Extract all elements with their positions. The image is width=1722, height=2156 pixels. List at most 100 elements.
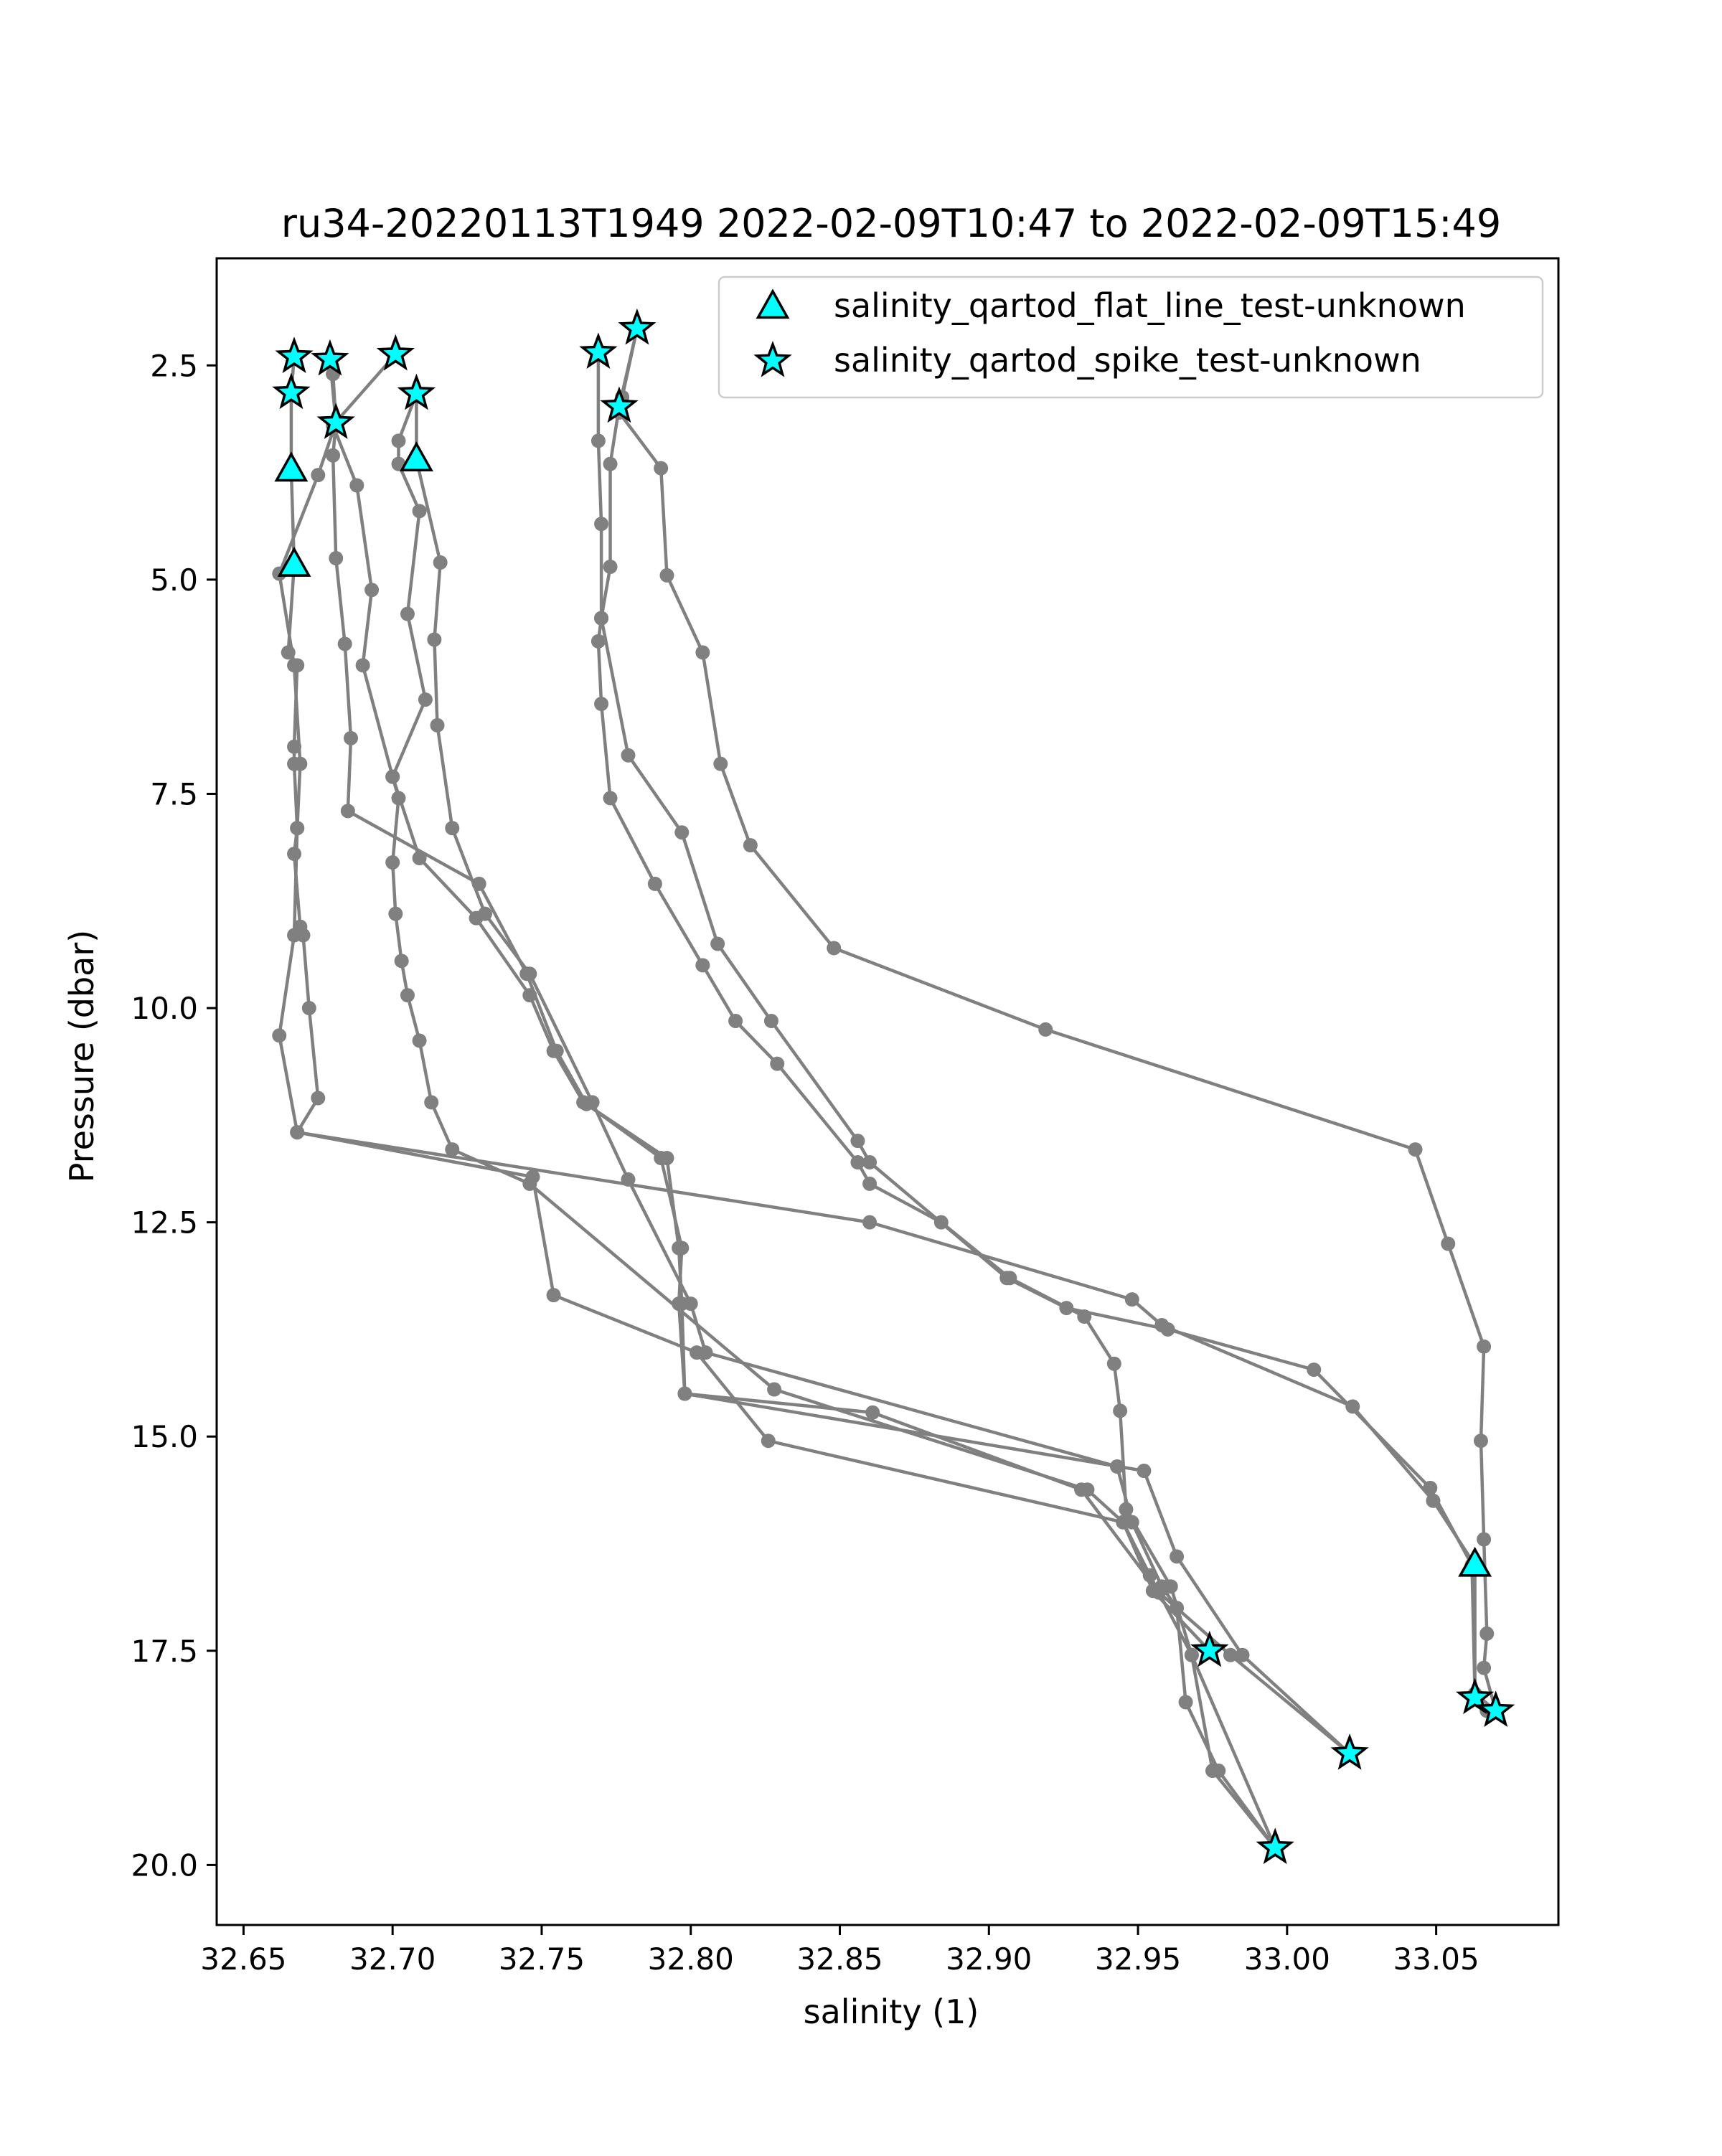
data-point <box>1178 1695 1193 1710</box>
data-point <box>1080 1482 1095 1497</box>
data-point <box>1137 1463 1152 1478</box>
data-point <box>603 559 618 574</box>
x-tick-label: 32.85 <box>796 1941 883 1977</box>
legend: salinity_qartod_flat_line_test-unknown s… <box>718 276 1544 399</box>
flat-line-flags <box>274 441 1492 1577</box>
series-line <box>617 326 1497 1713</box>
y-tick-label: 5.0 <box>150 562 198 598</box>
x-tick-label: 32.80 <box>648 1941 734 1977</box>
x-tick-label: 32.65 <box>200 1941 286 1977</box>
data-point <box>522 1176 537 1191</box>
flat-line-flag-marker <box>274 451 309 482</box>
data-point <box>659 568 674 583</box>
data-point <box>1170 1549 1185 1564</box>
data-point <box>585 1095 600 1110</box>
x-tick-label: 33.05 <box>1393 1941 1479 1977</box>
spike-flag-marker <box>272 372 311 410</box>
data-point <box>603 456 618 471</box>
data-point <box>412 504 427 519</box>
y-tick-label: 7.5 <box>150 776 198 811</box>
series-line <box>390 392 1277 1850</box>
data-point <box>290 821 305 836</box>
spike-flag-marker <box>275 336 314 374</box>
data-point <box>388 906 403 921</box>
data-point <box>743 838 758 853</box>
data-point <box>672 1241 687 1256</box>
data-point <box>344 730 358 745</box>
legend-star-marker <box>753 341 792 377</box>
x-tick-label: 32.75 <box>499 1941 585 1977</box>
data-point <box>478 906 492 921</box>
data-point <box>424 1095 439 1110</box>
data-point <box>385 855 400 870</box>
spike-flag-marker <box>600 386 639 423</box>
spike-flag-marker <box>316 403 355 439</box>
data-point <box>445 1142 460 1157</box>
y-axis-ticks: 2.5 5.0 7.5 10.0 12.5 15.0 17.5 20.0 <box>131 348 217 1883</box>
data-point <box>654 461 669 476</box>
chart-title: ru34-20220113T1949 2022-02-09T10:47 to 2… <box>281 201 1501 246</box>
y-axis-label: Pressure (dbar) <box>62 930 101 1182</box>
legend-entry-spike: salinity_qartod_spike_test-unknown <box>834 341 1421 380</box>
data-point <box>427 632 442 647</box>
data-point <box>1184 1647 1199 1662</box>
data-point <box>337 636 352 651</box>
spike-flag-marker <box>1456 1677 1495 1715</box>
data-point <box>522 966 537 982</box>
data-point <box>621 748 636 763</box>
data-point <box>695 645 710 660</box>
data-point <box>850 1134 865 1149</box>
data-point <box>621 1172 636 1187</box>
data-point <box>290 1125 305 1140</box>
spike-flag-marker <box>397 373 436 410</box>
data-point <box>1223 1647 1238 1662</box>
data-point <box>763 1013 778 1028</box>
data-point <box>1441 1236 1456 1251</box>
data-point <box>1119 1502 1134 1517</box>
spike-flag-marker <box>1477 1690 1515 1728</box>
x-tick-label: 33.00 <box>1244 1941 1330 1977</box>
legend-flat-line-marker <box>756 288 790 319</box>
spike-flags <box>272 308 1515 1865</box>
flat-line-flag-marker <box>1458 1546 1492 1577</box>
data-point <box>293 756 308 771</box>
data-point <box>400 606 415 621</box>
data-point <box>647 876 662 891</box>
data-point <box>594 611 609 626</box>
data-point <box>1423 1480 1438 1495</box>
data-point <box>329 551 344 566</box>
data-point <box>412 1033 427 1048</box>
data-point <box>1408 1142 1423 1157</box>
data-point <box>591 634 606 649</box>
data-point <box>355 658 370 673</box>
data-point <box>546 1043 561 1058</box>
x-tick-label: 32.90 <box>946 1941 1032 1977</box>
data-point <box>1307 1362 1322 1378</box>
x-tick-label: 32.95 <box>1095 1941 1181 1977</box>
data-point <box>683 1296 698 1312</box>
data-point <box>862 1215 878 1230</box>
plot-area: 32.65 32.70 32.75 32.80 32.85 32.90 32.95 33.00… <box>131 257 1560 1977</box>
data-point <box>710 936 725 951</box>
x-axis-label: salinity (1) <box>804 1992 979 2031</box>
data-point <box>862 1155 878 1170</box>
data-point <box>767 1382 782 1397</box>
legend-spike-marker <box>753 341 792 377</box>
x-tick-label: 32.70 <box>349 1941 436 1977</box>
data-point <box>391 791 406 806</box>
data-point <box>594 517 609 532</box>
data-point <box>412 851 427 866</box>
data-point <box>1109 1459 1124 1474</box>
data-point <box>445 821 460 836</box>
spike-flag-marker <box>1190 1630 1229 1667</box>
data-point <box>1163 1579 1178 1594</box>
data-point <box>594 697 609 712</box>
data-point <box>311 1091 326 1106</box>
y-tick-label: 12.5 <box>131 1205 198 1241</box>
data-point <box>391 433 406 448</box>
data-point <box>400 988 415 1003</box>
data-point <box>364 583 380 598</box>
data-point <box>1059 1301 1074 1316</box>
data-point <box>728 1013 743 1028</box>
